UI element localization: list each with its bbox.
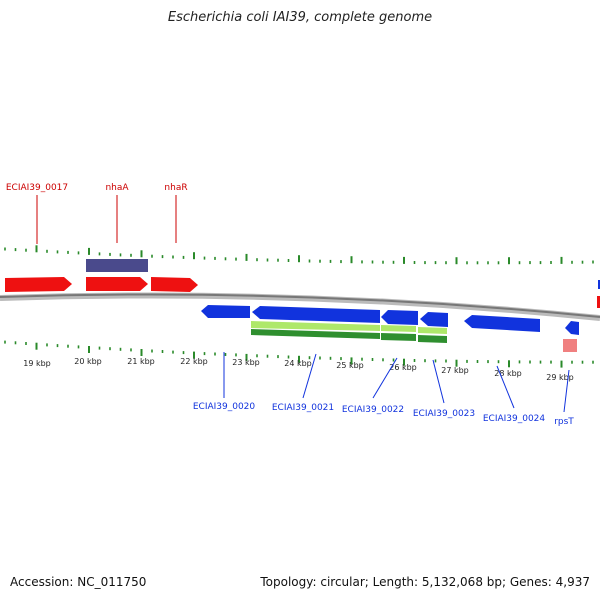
gene-ECIAI39_0023[interactable] xyxy=(420,312,448,327)
scale-label: 25 kbp xyxy=(336,361,364,370)
scale-label: 19 kbp xyxy=(23,359,51,368)
gene-label-rpsT[interactable]: rpsT xyxy=(554,417,574,427)
gene-label-ECIAI39_0024[interactable]: ECIAI39_0024 xyxy=(483,414,546,424)
reverse-features xyxy=(201,305,579,352)
backbone xyxy=(0,292,600,321)
pink-feature[interactable] xyxy=(563,339,577,352)
genome-stats-text: Topology: circular; Length: 5,132,068 bp… xyxy=(260,575,590,589)
gene-ECIAI39_0017[interactable] xyxy=(5,277,72,292)
scale-label: 27 kbp xyxy=(441,366,469,375)
gene-label-ECIAI39_0021[interactable]: ECIAI39_0021 xyxy=(272,403,334,413)
scale-labels: 19 kbp 20 kbp 21 kbp 22 kbp 23 kbp 24 kb… xyxy=(23,357,574,382)
gene-nhaA[interactable] xyxy=(86,277,148,291)
green-band-dark[interactable] xyxy=(381,333,416,341)
tick-row-top xyxy=(4,245,594,265)
gene-ECIAI39_0021[interactable] xyxy=(252,306,380,323)
scale-label: 22 kbp xyxy=(180,357,208,366)
green-band-dark[interactable] xyxy=(418,335,447,343)
scale-label: 23 kbp xyxy=(232,358,260,367)
scale-label: 26 kbp xyxy=(389,363,417,372)
scale-label: 20 kbp xyxy=(74,357,102,366)
gene-label-nhaR[interactable]: nhaR xyxy=(164,183,187,193)
genome-title: Escherichia coli IAI39, complete genome xyxy=(167,10,433,25)
gene-label-ECIAI39_0022[interactable]: ECIAI39_0022 xyxy=(342,405,404,415)
green-band-dark[interactable] xyxy=(251,329,380,339)
scale-label: 24 kbp xyxy=(284,359,312,368)
gene-label-nhaA[interactable]: nhaA xyxy=(105,183,129,193)
gene-partial-forward[interactable] xyxy=(597,296,600,308)
rna-feature[interactable] xyxy=(86,259,148,272)
gene-nhaR[interactable] xyxy=(151,277,198,292)
top-gene-labels: ECIAI39_0017 nhaA nhaR xyxy=(6,183,188,244)
scale-label: 21 kbp xyxy=(127,357,155,366)
gene-label-ECIAI39_0020[interactable]: ECIAI39_0020 xyxy=(193,402,256,412)
gene-rpsT[interactable] xyxy=(565,321,579,335)
green-band-light[interactable] xyxy=(418,327,447,334)
scale-label: 29 kbp xyxy=(546,373,574,382)
scale-label: 28 kbp xyxy=(494,369,522,378)
accession-text: Accession: NC_011750 xyxy=(10,575,147,589)
tick-row-bottom xyxy=(4,340,594,368)
gene-label-ECIAI39_0017[interactable]: ECIAI39_0017 xyxy=(6,183,68,193)
green-band-light[interactable] xyxy=(381,325,416,332)
green-band-light[interactable] xyxy=(251,321,380,331)
bottom-gene-labels: ECIAI39_0020 ECIAI39_0021 ECIAI39_0022 E… xyxy=(193,352,574,427)
gene-ECIAI39_0020[interactable] xyxy=(201,305,250,318)
gene-partial-forward-top[interactable] xyxy=(598,280,600,289)
gene-ECIAI39_0024[interactable] xyxy=(464,315,540,332)
gene-label-ECIAI39_0023[interactable]: ECIAI39_0023 xyxy=(413,409,475,419)
forward-features xyxy=(5,259,600,308)
gene-ECIAI39_0022[interactable] xyxy=(381,310,418,325)
